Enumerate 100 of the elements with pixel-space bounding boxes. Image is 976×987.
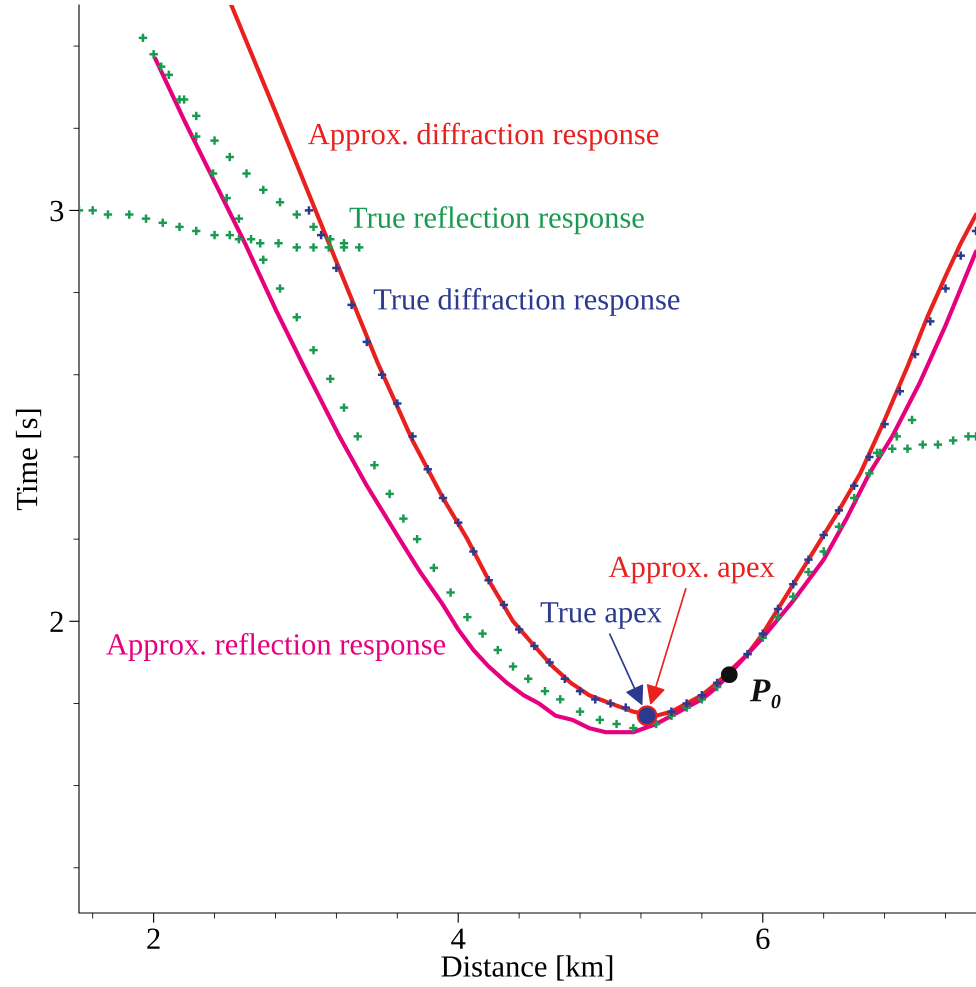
point xyxy=(422,464,434,475)
point xyxy=(174,221,185,232)
x-axis-title: Distance [km] xyxy=(441,955,612,981)
point xyxy=(224,152,236,162)
point xyxy=(273,238,284,249)
point xyxy=(445,587,456,598)
point xyxy=(233,234,244,245)
point xyxy=(906,414,918,426)
point xyxy=(190,226,202,236)
point xyxy=(324,373,336,384)
point xyxy=(369,460,380,471)
point xyxy=(522,673,534,684)
point xyxy=(834,521,844,532)
point xyxy=(102,209,114,220)
series-label: Approx. diffraction response xyxy=(308,122,658,151)
point xyxy=(246,234,257,245)
point xyxy=(140,213,152,224)
point xyxy=(254,238,266,249)
point xyxy=(163,69,174,80)
point xyxy=(894,386,906,397)
point xyxy=(412,534,423,545)
point xyxy=(291,312,302,323)
point xyxy=(864,468,875,479)
point xyxy=(620,702,632,713)
y-axis-title: Time [s] xyxy=(16,410,42,510)
point xyxy=(886,443,898,454)
point xyxy=(258,184,269,196)
point xyxy=(138,32,148,44)
text: True reflection response xyxy=(350,206,644,234)
point xyxy=(712,678,723,688)
point xyxy=(438,492,448,504)
point xyxy=(611,718,622,730)
point xyxy=(962,430,974,442)
point xyxy=(209,230,220,240)
x-tick-label: 4 xyxy=(451,928,466,949)
point xyxy=(590,694,601,705)
point xyxy=(917,439,928,450)
point xyxy=(346,300,358,310)
point xyxy=(352,430,364,442)
point xyxy=(544,656,555,668)
point xyxy=(788,578,799,590)
point xyxy=(124,209,135,220)
point xyxy=(605,698,616,709)
point xyxy=(818,530,830,540)
point xyxy=(462,612,473,623)
point xyxy=(274,196,286,208)
series-label: P₀ xyxy=(750,679,781,708)
point xyxy=(308,242,319,253)
point xyxy=(696,690,708,701)
x-tick-label: 6 xyxy=(756,928,770,950)
point xyxy=(559,673,570,684)
point xyxy=(354,242,365,253)
point xyxy=(940,283,951,294)
point xyxy=(902,443,913,454)
point xyxy=(308,344,319,356)
point xyxy=(574,706,586,718)
point xyxy=(508,661,518,672)
point xyxy=(452,517,464,528)
point xyxy=(477,628,488,640)
point xyxy=(376,369,388,380)
point xyxy=(955,250,966,262)
x-tick-label: 2 xyxy=(147,928,160,949)
point xyxy=(221,192,232,204)
point xyxy=(666,706,677,718)
point xyxy=(498,599,510,610)
point xyxy=(258,254,269,266)
point xyxy=(208,168,218,179)
point xyxy=(291,242,302,253)
point xyxy=(932,439,944,450)
point xyxy=(848,480,860,492)
point xyxy=(190,110,202,122)
point xyxy=(788,591,799,602)
point xyxy=(428,562,440,574)
point xyxy=(156,61,167,72)
point xyxy=(483,574,494,586)
point xyxy=(224,230,236,240)
text: Approx. apex xyxy=(608,556,774,584)
point xyxy=(316,230,327,240)
point xyxy=(209,135,220,146)
point xyxy=(757,628,768,640)
point xyxy=(241,168,252,179)
point xyxy=(308,221,319,232)
point xyxy=(87,205,98,216)
series-label: Approx. reflection response xyxy=(106,632,446,661)
point xyxy=(594,714,606,726)
point xyxy=(818,546,830,557)
point xyxy=(848,492,860,504)
point xyxy=(650,718,662,730)
point xyxy=(772,612,784,623)
series-label: True diffraction response xyxy=(374,288,680,316)
point xyxy=(384,488,396,500)
point xyxy=(392,398,403,409)
point xyxy=(190,131,202,142)
point xyxy=(540,686,550,697)
point xyxy=(291,209,302,220)
point xyxy=(338,402,350,414)
point xyxy=(554,694,566,705)
point xyxy=(324,234,336,245)
point xyxy=(514,624,525,635)
point xyxy=(330,262,342,274)
